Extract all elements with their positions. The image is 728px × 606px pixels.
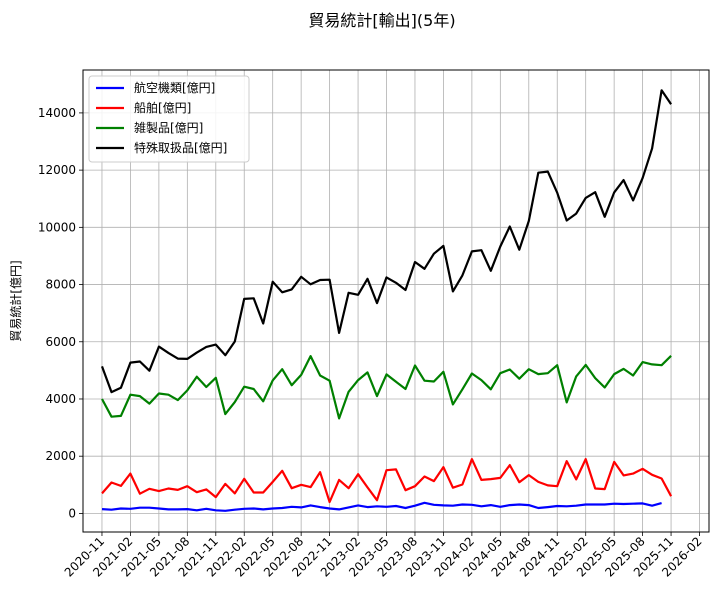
legend-label-3: 特殊取扱品[億円] (134, 140, 227, 155)
legend-label-2: 雑製品[億円] (134, 120, 203, 135)
y-tick-label: 10000 (38, 220, 76, 234)
y-axis-label: 貿易統計[億円] (8, 260, 23, 341)
y-tick-label: 8000 (45, 278, 76, 292)
y-tick-label: 0 (68, 506, 76, 520)
series-line-0 (101, 501, 662, 512)
y-tick-label: 12000 (38, 163, 76, 177)
chart-title: 貿易統計[輸出](5年) (308, 11, 455, 30)
y-tick-label: 6000 (45, 335, 76, 349)
series-line-1 (101, 458, 673, 504)
legend-label-1: 船舶[億円] (134, 100, 191, 115)
legend-label-0: 航空機類[億円] (134, 80, 215, 95)
series-line-3 (100, 89, 673, 394)
y-tick-label: 2000 (45, 449, 76, 463)
legend-box (88, 75, 250, 163)
y-tick-label: 4000 (45, 392, 76, 406)
x-axis: 2020-112021-022021-052021-082021-112022-… (62, 532, 705, 580)
series-lines (100, 89, 673, 512)
y-tick-label: 14000 (38, 106, 76, 120)
y-axis: 0 2000 4000 6000 8000 10000 12000 14000 (38, 106, 83, 520)
series-line-2 (101, 355, 672, 420)
legend: 航空機類[億円] 船舶[億円] 雑製品[億円] 特殊取扱品[億円] (88, 75, 250, 163)
plot-area-frame (82, 69, 710, 533)
